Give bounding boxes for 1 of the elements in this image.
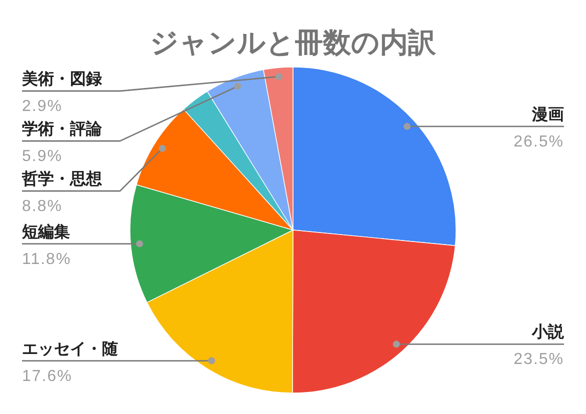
title: ジャンルと冊数の内訳 bbox=[150, 27, 436, 58]
